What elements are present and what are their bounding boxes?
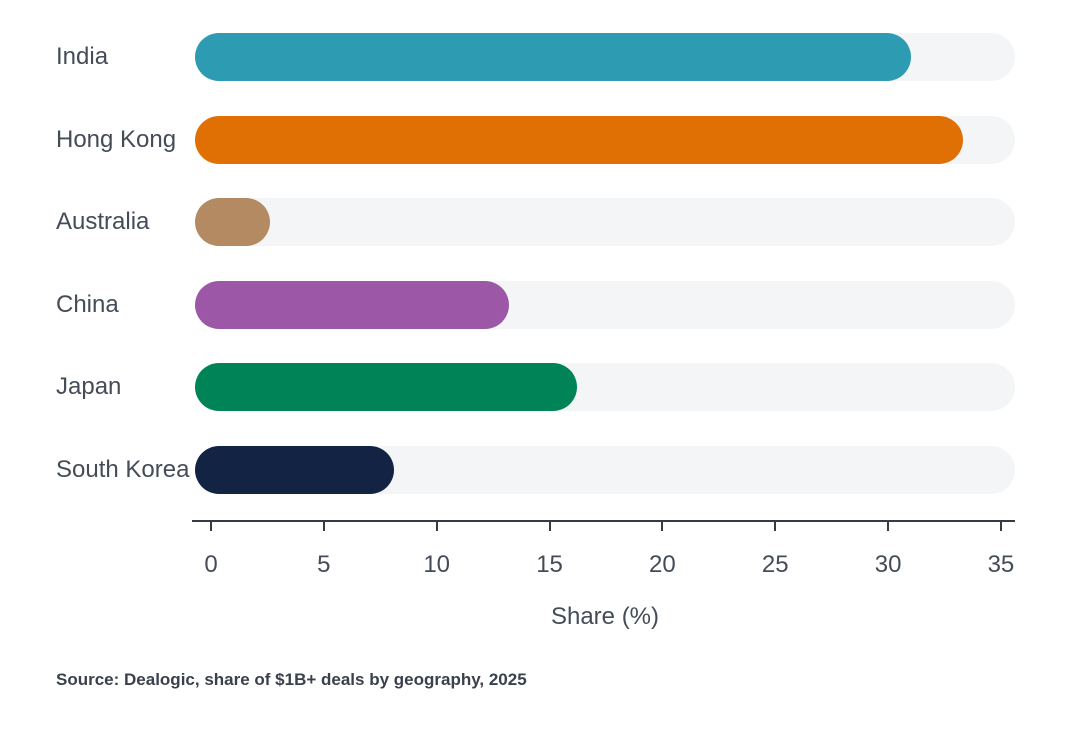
tick-mark-20 xyxy=(661,522,664,531)
category-label: India xyxy=(56,43,109,70)
bar-track xyxy=(195,363,1015,411)
tick-label-35: 35 xyxy=(987,551,1015,578)
category-label: Australia xyxy=(56,208,150,235)
tick-mark-25 xyxy=(774,522,777,531)
tick-mark-10 xyxy=(435,522,438,531)
bar-fill-south-korea xyxy=(195,445,394,494)
tick-label-0: 0 xyxy=(204,551,218,578)
bar-track xyxy=(195,115,1015,164)
category-label: China xyxy=(56,290,119,318)
bar-track xyxy=(195,445,1015,494)
category-label: Hong Kong xyxy=(56,125,177,153)
bar-row: Hong Kong xyxy=(0,115,1079,164)
bar-row: India xyxy=(0,33,1079,81)
tick-label-5: 5 xyxy=(317,551,331,578)
bar-track xyxy=(195,198,1015,246)
tick-label-10: 10 xyxy=(423,551,451,578)
bar-row: South Korea xyxy=(0,445,1079,494)
bar-fill-china xyxy=(195,280,509,329)
bar-fill-india xyxy=(195,33,911,81)
tick-label-15: 15 xyxy=(536,551,563,578)
bar-track xyxy=(195,280,1015,329)
category-label: Japan xyxy=(56,373,122,400)
x-axis-title: Share (%) xyxy=(550,603,660,630)
tick-label-25: 25 xyxy=(761,551,789,578)
x-axis-line xyxy=(192,520,1015,522)
bar-row: Japan xyxy=(0,363,1079,411)
bar-row: China xyxy=(0,280,1079,329)
source-note: Source: Dealogic, share of $1B+ deals by… xyxy=(56,670,527,689)
tick-mark-5 xyxy=(322,522,325,531)
tick-label-20: 20 xyxy=(649,551,676,578)
tick-mark-30 xyxy=(887,522,890,531)
bar-fill-hong-kong xyxy=(195,115,963,164)
tick-mark-0 xyxy=(210,522,212,531)
tick-label-30: 30 xyxy=(874,551,902,578)
bar-row: Australia xyxy=(0,198,1079,246)
category-label: South Korea xyxy=(56,455,190,483)
tick-mark-35 xyxy=(999,522,1002,531)
bar-fill-japan xyxy=(195,363,577,411)
tick-mark-15 xyxy=(548,522,551,531)
bar-fill-australia xyxy=(195,198,270,246)
bar-track xyxy=(195,33,1015,81)
